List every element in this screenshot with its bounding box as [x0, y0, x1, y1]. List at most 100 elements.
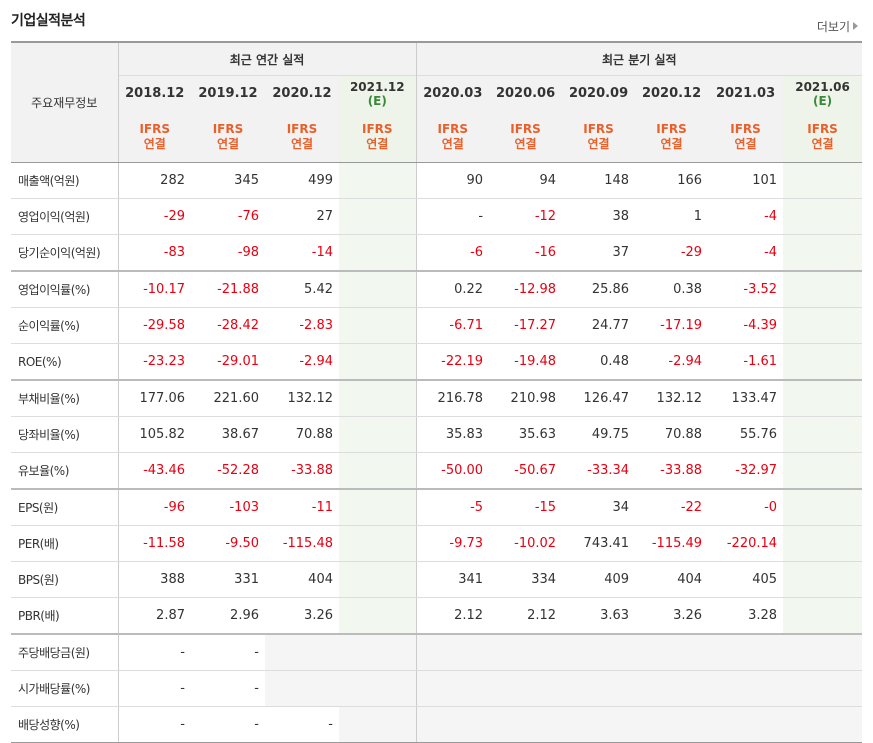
table-cell — [489, 706, 563, 743]
table-cell: 3.26 — [265, 597, 339, 635]
table-cell: 216.78 — [416, 379, 490, 417]
table-cell: -103 — [191, 488, 265, 526]
table-cell — [489, 670, 563, 707]
table-cell: -220.14 — [708, 525, 784, 562]
table-cell: -11 — [265, 488, 339, 526]
row-label: BPS(원) — [11, 561, 119, 598]
table-cell: -9.73 — [416, 525, 490, 562]
table-cell — [635, 706, 709, 743]
ifrs-label: IFRS — [510, 121, 541, 136]
table-cell: -21.88 — [191, 270, 265, 308]
table-cell: 101 — [708, 162, 784, 199]
row-label: 시가배당률(%) — [11, 670, 119, 707]
row-header-label: 주요재무정보 — [11, 41, 119, 163]
table-cell: 499 — [265, 162, 339, 199]
table-cell: 3.26 — [635, 597, 709, 635]
table-cell: - — [416, 198, 490, 235]
table-cell: 404 — [635, 561, 709, 598]
table-cell — [783, 452, 863, 490]
table-cell: -22 — [635, 488, 709, 526]
row-label: 매출액(억원) — [11, 162, 119, 199]
table-cell: 166 — [635, 162, 709, 199]
table-cell: -83 — [118, 234, 191, 272]
table-cell: 38.67 — [191, 416, 265, 453]
period-header: 2020.03 — [416, 75, 490, 111]
table-cell: -23.23 — [118, 343, 191, 381]
row-label: 부채비율(%) — [11, 379, 119, 417]
table-cell — [783, 307, 863, 344]
table-cell: -14 — [265, 234, 339, 272]
table-cell: 27 — [265, 198, 339, 235]
row-label: 당기순이익(억원) — [11, 234, 119, 272]
table-cell — [339, 162, 417, 199]
row-label: ROE(%) — [11, 343, 119, 381]
table-cell: 221.60 — [191, 379, 265, 417]
ifrs-label: IFRS — [362, 121, 393, 136]
table-cell — [339, 307, 417, 344]
table-cell: 345 — [191, 162, 265, 199]
table-cell — [339, 270, 417, 308]
table-cell: -17.27 — [489, 307, 563, 344]
table-cell — [783, 706, 863, 743]
more-link[interactable]: 더보기 — [817, 18, 858, 35]
table-cell: -29 — [118, 198, 191, 235]
table-row: 영업이익(억원) -29 -76 27 - -12 38 1 -4 — [11, 198, 863, 235]
ifrs-badge: IFRS 연결 — [562, 111, 636, 163]
table-cell: -15 — [489, 488, 563, 526]
table-cell: 2.12 — [489, 597, 563, 635]
table-cell — [339, 670, 417, 707]
ifrs-badge: IFRS 연결 — [416, 111, 490, 163]
table-cell — [416, 706, 490, 743]
table-cell: -2.83 — [265, 307, 339, 344]
table-cell: - — [191, 706, 265, 743]
table-cell — [783, 343, 863, 381]
table-cell: -9.50 — [191, 525, 265, 562]
table-cell: 1 — [635, 198, 709, 235]
period-header: 2020.06 — [489, 75, 563, 111]
table-cell — [635, 633, 709, 671]
table-cell: 5.42 — [265, 270, 339, 308]
ifrs-badge: IFRS 연결 — [489, 111, 563, 163]
table-cell: -29.58 — [118, 307, 191, 344]
table-cell: - — [118, 633, 191, 671]
table-cell — [339, 633, 417, 671]
table-row: 주당배당금(원) - - — [11, 633, 863, 671]
table-cell: -32.97 — [708, 452, 784, 490]
table-cell: 743.41 — [562, 525, 636, 562]
table-cell: 210.98 — [489, 379, 563, 417]
table-cell — [783, 633, 863, 671]
table-cell: 334 — [489, 561, 563, 598]
consolidated-label: 연결 — [514, 136, 537, 151]
more-link-label: 더보기 — [816, 20, 850, 34]
table-cell: -50.00 — [416, 452, 490, 490]
table-cell: - — [118, 670, 191, 707]
table-cell: 133.47 — [708, 379, 784, 417]
table-cell — [339, 416, 417, 453]
table-cell: -28.42 — [191, 307, 265, 344]
table-cell: 24.77 — [562, 307, 636, 344]
table-cell: -6.71 — [416, 307, 490, 344]
table-cell: 37 — [562, 234, 636, 272]
table-cell: 282 — [118, 162, 191, 199]
table-cell: - — [118, 706, 191, 743]
table-cell: 148 — [562, 162, 636, 199]
table-cell: 341 — [416, 561, 490, 598]
row-label: PER(배) — [11, 525, 119, 562]
table-cell: 25.86 — [562, 270, 636, 308]
table-cell: 2.96 — [191, 597, 265, 635]
table-cell: -12 — [489, 198, 563, 235]
ifrs-badge: IFRS 연결 — [339, 111, 417, 163]
table-cell — [339, 597, 417, 635]
row-label: 당좌비율(%) — [11, 416, 119, 453]
table-cell — [265, 670, 339, 707]
period-label: 2021.12 — [349, 79, 405, 94]
table-cell — [783, 597, 863, 635]
table-cell: -33.88 — [265, 452, 339, 490]
table-cell: 38 — [562, 198, 636, 235]
row-label: 주당배당금(원) — [11, 633, 119, 671]
table-cell — [562, 706, 636, 743]
table-cell: -16 — [489, 234, 563, 272]
ifrs-badge: IFRS 연결 — [635, 111, 709, 163]
table-row: 매출액(억원) 282 345 499 90 94 148 166 101 — [11, 162, 863, 199]
table-cell: -33.88 — [635, 452, 709, 490]
